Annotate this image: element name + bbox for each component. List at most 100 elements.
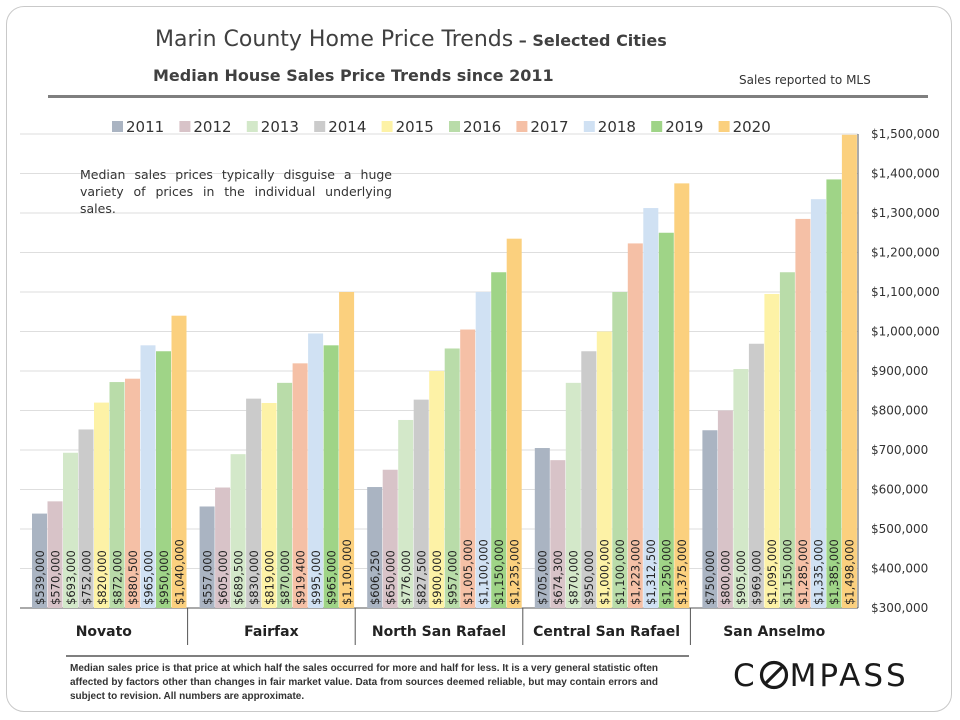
data-label: $965,000 (141, 550, 155, 605)
compass-logo: C MPASS (733, 658, 909, 694)
bar-2017 (795, 218, 811, 609)
data-label: $969,000 (750, 550, 764, 605)
data-label: $539,000 (33, 550, 47, 605)
data-label: $1,335,000 (812, 539, 826, 605)
bar-2012 (47, 501, 63, 608)
data-label: $905,000 (734, 550, 748, 605)
bar-2014 (413, 399, 429, 608)
data-label: $950,000 (582, 550, 596, 605)
data-label: $800,000 (719, 550, 733, 605)
bar-2015 (596, 331, 612, 608)
bar-2020 (171, 315, 187, 608)
title-main: Marin County Home Price Trends (155, 27, 514, 52)
bar-2014 (581, 351, 597, 608)
data-label: $919,400 (293, 550, 307, 605)
bar-2012 (717, 410, 733, 608)
legend-label: 2018 (598, 118, 636, 136)
bar-2020 (674, 183, 690, 608)
data-label: $650,000 (383, 550, 397, 605)
bar-2012 (550, 460, 566, 608)
data-label: $1,235,000 (507, 539, 521, 605)
data-label: $880,500 (126, 550, 140, 605)
bar-2017 (125, 378, 140, 608)
legend-label: 2014 (328, 118, 366, 136)
y-tick-label: $500,000 (871, 522, 928, 536)
data-label: $820,000 (95, 550, 109, 605)
data-label: $689,500 (231, 550, 245, 605)
data-label: $752,000 (79, 550, 93, 605)
y-tick-label: $700,000 (871, 443, 928, 457)
legend-label: 2016 (463, 118, 501, 136)
data-label: $705,000 (536, 550, 550, 605)
bar-2020 (506, 238, 522, 609)
bar-2017 (627, 243, 643, 609)
data-label: $1,150,000 (781, 539, 795, 605)
bar-2016 (109, 382, 125, 608)
data-label: $606,250 (368, 550, 382, 605)
data-label: $1,375,000 (675, 539, 689, 605)
y-tick-label: $1,200,000 (871, 246, 940, 260)
bar-2012 (382, 469, 398, 608)
data-label: $1,312,500 (644, 539, 658, 605)
y-tick-label: $1,400,000 (871, 167, 940, 181)
bar-2018 (140, 345, 156, 608)
source-note: Sales reported to MLS (739, 73, 871, 87)
legend-label: 2013 (261, 118, 299, 136)
y-tick-label: $600,000 (871, 483, 928, 497)
page-title: Marin County Home Price Trends – Selecte… (155, 27, 667, 52)
legend-swatch-2012 (179, 121, 191, 132)
y-tick-label: $400,000 (871, 562, 928, 576)
bar-2011 (534, 448, 550, 608)
bar-2019 (323, 345, 339, 608)
title-sub: – Selected Cities (513, 31, 667, 50)
data-label: $605,000 (216, 550, 230, 605)
data-label: $1,385,000 (827, 539, 841, 605)
bar-2020 (841, 134, 857, 609)
bar-2015 (94, 402, 109, 608)
header-divider (48, 95, 928, 98)
legend-label: 2019 (665, 118, 703, 136)
legend-swatch-2015 (381, 121, 393, 132)
data-label: $819,000 (262, 550, 276, 605)
data-label: $1,000,000 (598, 539, 612, 605)
legend-swatch-2014 (314, 121, 326, 132)
bar-2019 (491, 272, 507, 608)
logo-o-mark (759, 660, 788, 690)
data-label: $1,040,000 (172, 539, 186, 605)
data-label: $1,095,000 (765, 539, 779, 605)
y-tick-label: $1,100,000 (871, 285, 940, 299)
data-label: $674,300 (551, 550, 565, 605)
y-tick-label: $1,000,000 (871, 325, 940, 339)
legend-swatch-2016 (449, 121, 460, 132)
bar-2018 (810, 199, 826, 609)
bar-2011 (367, 487, 383, 608)
bar-2019 (826, 179, 842, 609)
data-label: $950,000 (157, 550, 171, 605)
bar-2015 (429, 371, 445, 608)
data-label: $1,100,000 (476, 539, 490, 605)
x-tick-label: North San Rafael (372, 624, 506, 640)
bar-2011 (199, 506, 215, 608)
x-tick-label: Novato (76, 624, 133, 640)
bar-2015 (764, 293, 780, 608)
legend-swatch-2020 (718, 121, 730, 132)
data-label: $1,285,000 (796, 539, 810, 605)
bar-2013 (398, 419, 414, 608)
data-label: $1,498,000 (843, 539, 857, 605)
data-label: $750,000 (703, 550, 717, 605)
data-label: $957,000 (445, 550, 459, 605)
bar-2020 (339, 292, 355, 608)
legend-label: 2017 (530, 118, 568, 136)
data-label: $900,000 (430, 550, 444, 605)
legend-swatch-2018 (583, 121, 595, 132)
data-label: $1,100,000 (340, 539, 354, 605)
data-label: $872,000 (110, 550, 124, 605)
legend-swatch-2013 (246, 121, 258, 132)
legend-swatch-2017 (516, 121, 528, 132)
bar-2013 (565, 382, 581, 608)
data-label: $693,000 (64, 550, 78, 605)
y-tick-label: $900,000 (871, 364, 928, 378)
bar-2016 (444, 348, 460, 608)
data-label: $1,005,000 (461, 539, 475, 605)
